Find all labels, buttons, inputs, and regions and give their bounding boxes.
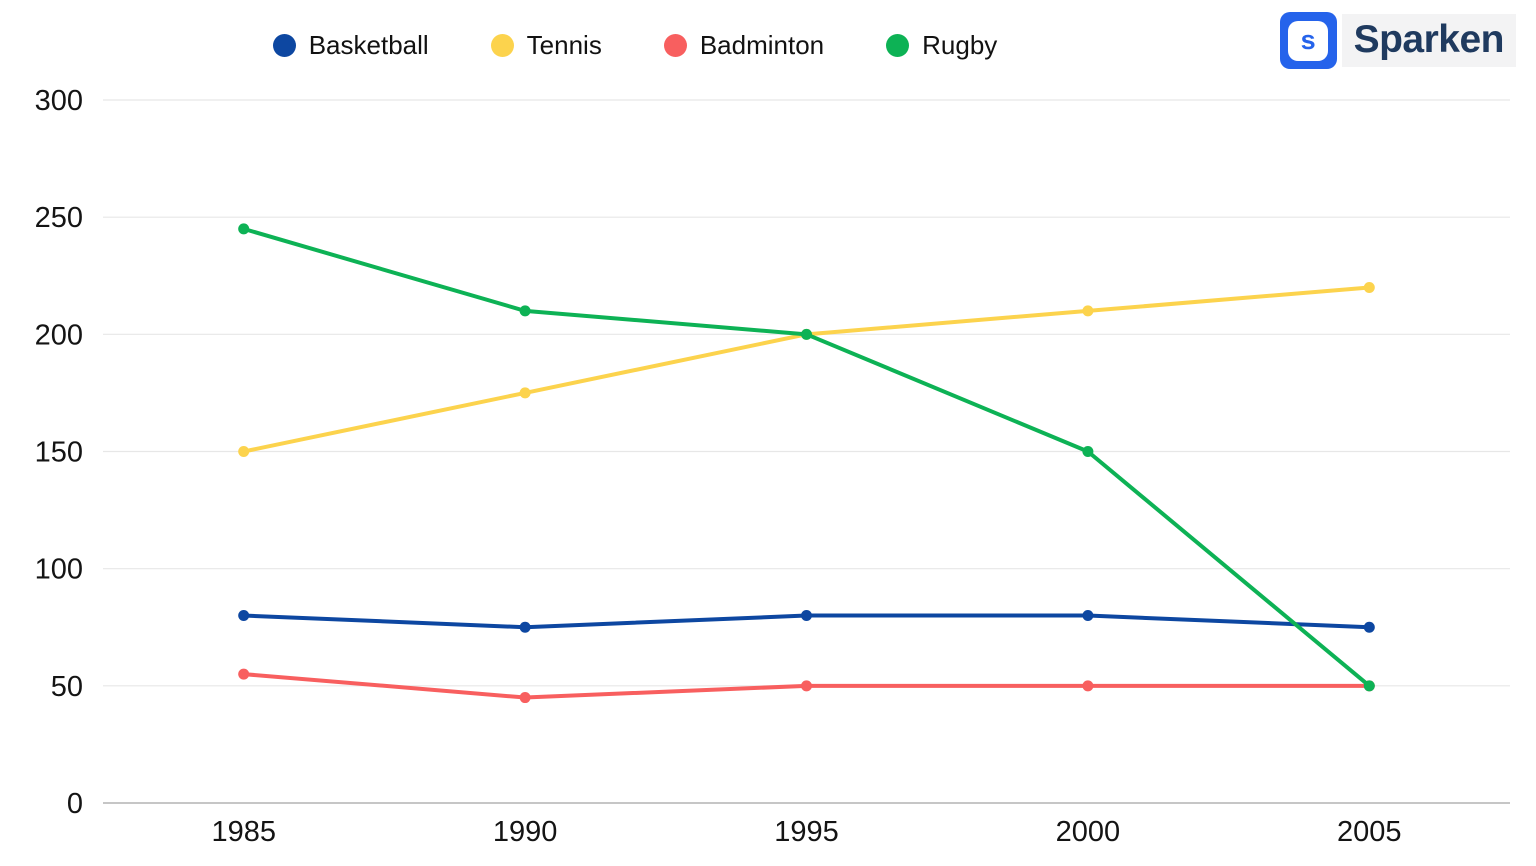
data-point-tennis-1990 bbox=[519, 387, 531, 399]
data-point-basketball-1990 bbox=[519, 621, 531, 633]
y-axis-tick-label: 0 bbox=[67, 788, 83, 820]
x-axis-tick-label: 1995 bbox=[774, 816, 839, 848]
legend-item-badminton[interactable]: Badminton bbox=[663, 30, 825, 60]
data-point-badminton-1990 bbox=[519, 692, 531, 704]
x-axis-tick-label: 1985 bbox=[211, 816, 276, 848]
badminton-legend-dot-icon bbox=[663, 33, 687, 57]
legend-label: Tennis bbox=[526, 30, 602, 60]
data-point-basketball-1985 bbox=[238, 610, 250, 622]
sparken-logo-text: Sparken bbox=[1341, 14, 1516, 67]
y-axis-tick-label: 100 bbox=[35, 554, 83, 586]
data-point-badminton-1985 bbox=[238, 668, 250, 680]
tennis-legend-dot-icon bbox=[490, 33, 514, 57]
sparken-logo-icon: s bbox=[1279, 12, 1337, 69]
data-point-rugby-1985 bbox=[238, 223, 250, 235]
y-axis-tick-label: 150 bbox=[35, 437, 83, 469]
x-axis-tick-label: 2000 bbox=[1056, 816, 1121, 848]
data-point-rugby-1995 bbox=[801, 328, 812, 340]
data-point-badminton-1995 bbox=[801, 680, 812, 692]
y-axis-tick-label: 200 bbox=[35, 319, 83, 351]
data-point-basketball-2005 bbox=[1363, 621, 1375, 633]
data-point-basketball-1995 bbox=[801, 610, 812, 622]
rugby-legend-dot-icon bbox=[886, 33, 910, 57]
legend-item-tennis[interactable]: Tennis bbox=[490, 30, 602, 60]
y-axis-tick-label: 300 bbox=[35, 85, 83, 117]
legend-label: Badminton bbox=[699, 30, 825, 60]
chart-legend: Basketball Tennis Badminton Rugby bbox=[0, 32, 1270, 58]
legend-label: Rugby bbox=[922, 30, 998, 60]
data-point-rugby-2000 bbox=[1082, 446, 1094, 457]
series-line-tennis bbox=[241, 285, 1372, 454]
legend-item-basketball[interactable]: Basketball bbox=[272, 30, 429, 60]
sparken-logo-letter: s bbox=[1288, 20, 1329, 61]
x-axis-tick-label: 2005 bbox=[1337, 816, 1402, 848]
basketball-legend-dot-icon bbox=[272, 33, 296, 57]
y-axis-tick-label: 250 bbox=[35, 202, 83, 234]
data-point-rugby-2005 bbox=[1363, 680, 1375, 692]
legend-label: Basketball bbox=[308, 30, 429, 60]
legend-item-rugby[interactable]: Rugby bbox=[886, 32, 997, 58]
data-point-tennis-2005 bbox=[1363, 281, 1375, 293]
data-point-rugby-1990 bbox=[519, 305, 531, 317]
data-point-basketball-2000 bbox=[1082, 610, 1094, 622]
data-point-tennis-2000 bbox=[1082, 305, 1094, 317]
data-point-badminton-2000 bbox=[1082, 680, 1094, 692]
x-axis-tick-label: 1990 bbox=[493, 816, 558, 848]
sparken-logo: s Sparken bbox=[1279, 12, 1516, 69]
data-point-tennis-1985 bbox=[238, 446, 250, 457]
y-axis-tick-label: 50 bbox=[51, 671, 83, 703]
